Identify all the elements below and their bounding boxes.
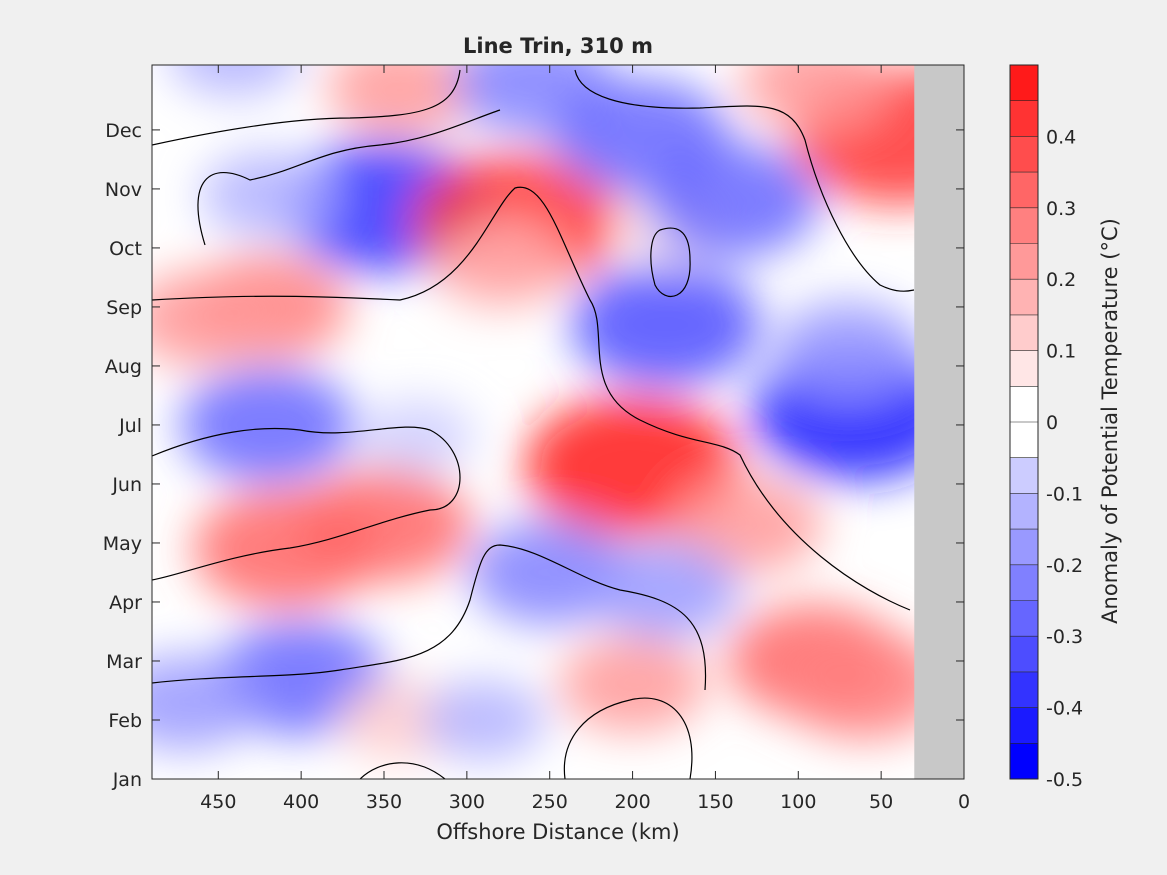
colorbar-swatch: [1010, 350, 1038, 387]
colorbar-tick-label: 0.4: [1046, 126, 1076, 148]
x-tick-label: 200: [614, 791, 650, 813]
colorbar-swatch: [1010, 386, 1038, 422]
anomaly-patch: [674, 477, 823, 574]
colorbar-swatch: [1010, 743, 1038, 779]
colorbar-swatch: [1010, 243, 1038, 280]
y-tick-label: Nov: [105, 179, 142, 201]
colorbar-swatch: [1010, 279, 1038, 315]
colorbar-tick-label: 0.1: [1046, 341, 1076, 363]
colorbar-tick-label: -0.5: [1046, 769, 1083, 791]
anomaly-patch: [644, 143, 820, 258]
colorbar-tick-label: 0: [1046, 412, 1058, 434]
colorbar-tick-label: -0.2: [1046, 555, 1083, 577]
colorbar-tick-label: -0.4: [1046, 698, 1083, 720]
x-tick-label: 0: [958, 791, 970, 813]
colorbar-swatch: [1010, 671, 1038, 708]
y-tick-label: Feb: [108, 710, 142, 732]
anomaly-patch: [592, 542, 740, 639]
anomaly-patch: [296, 468, 472, 583]
y-tick-label: Jan: [112, 769, 142, 791]
anomaly-patch: [420, 679, 546, 761]
anomaly-patch: [558, 636, 707, 733]
plot-area: [151, 64, 965, 780]
colorbar-swatch: [1010, 172, 1038, 208]
anomaly-patch: [741, 65, 889, 131]
colorbar-swatch: [1010, 314, 1038, 351]
zero-contour-line: [152, 426, 461, 581]
y-tick-label: Oct: [109, 238, 142, 260]
colorbar-swatch: [1010, 529, 1038, 565]
anomaly-patch: [152, 654, 259, 751]
colorbar-tick-label: -0.1: [1046, 483, 1083, 505]
x-tick-label: 350: [366, 791, 402, 813]
colorbar-swatch: [1010, 100, 1038, 137]
zero-contour-line: [574, 69, 915, 292]
y-tick-label: Dec: [105, 120, 142, 142]
anomaly-patch: [326, 65, 475, 137]
chart-title: Line Trin, 310 m: [463, 34, 653, 58]
zero-contour-lines: [152, 69, 915, 779]
y-tick-label: Sep: [106, 297, 142, 319]
zero-contour-line: [359, 762, 446, 779]
anomaly-patch: [779, 629, 950, 740]
colorbar-swatch: [1010, 136, 1038, 173]
anomaly-field: [152, 65, 964, 761]
colorbar-swatch: [1010, 207, 1038, 244]
zero-contour-line: [152, 69, 461, 146]
zero-contour-line: [152, 544, 707, 691]
colorbar-swatch: [1010, 493, 1038, 530]
anomaly-patch: [152, 270, 276, 367]
zero-contour-line: [650, 227, 691, 297]
anomaly-patch: [774, 300, 922, 397]
zero-contour-line: [197, 109, 501, 246]
anomaly-patch: [571, 263, 761, 387]
anomaly-patch: [201, 151, 335, 239]
y-tick-label: Jul: [118, 415, 142, 437]
x-tick-label: 50: [869, 791, 893, 813]
colorbar-label: Anomaly of Potential Temperature (°C): [1098, 218, 1122, 624]
x-tick-label: 450: [200, 791, 236, 813]
y-tick-label: May: [103, 533, 142, 555]
colorbar-frame: [1009, 64, 1039, 780]
anomaly-patch: [170, 65, 300, 97]
y-tick-label: Jun: [111, 474, 142, 496]
no-data-region: [914, 65, 964, 779]
anomaly-patch: [180, 367, 356, 482]
zero-contour-line: [152, 186, 911, 611]
y-axis: Jan Feb Mar Apr May Jun Jul Aug Sep Oct Nov Dec: [103, 120, 964, 791]
plot-frame: [151, 64, 965, 780]
colorbar-swatch: [1010, 564, 1038, 601]
anomaly-patch: [360, 399, 475, 474]
x-axis-label: Offshore Distance (km): [436, 820, 679, 844]
x-tick-label: 100: [780, 791, 816, 813]
x-tick-label: 400: [283, 791, 319, 813]
x-axis: 450 400 350 300 250 200 150 100 50 0: [200, 65, 970, 813]
y-tick-label: Aug: [105, 356, 142, 378]
colorbar-swatch: [1010, 600, 1038, 637]
colorbar-swatch: [1010, 65, 1038, 101]
anomaly-patch: [433, 222, 567, 310]
x-tick-label: 250: [532, 791, 568, 813]
zero-contour-line: [563, 697, 693, 779]
colorbar-swatch: [1010, 707, 1038, 744]
y-tick-label: Mar: [106, 651, 142, 673]
colorbar-swatch: [1010, 457, 1038, 494]
colorbar-tick-label: -0.3: [1046, 626, 1083, 648]
x-tick-label: 150: [697, 791, 733, 813]
colorbar-tick-label: 0.3: [1046, 198, 1076, 220]
x-tick-label: 300: [449, 791, 485, 813]
y-tick-label: Apr: [109, 592, 142, 614]
colorbar-swatch: [1010, 636, 1038, 672]
colorbar-tick-label: 0.2: [1046, 269, 1076, 291]
colorbar-swatch: [1010, 422, 1038, 458]
colorbar: 0.4 0.3 0.2 0.1 0 -0.1 -0.2 -0.3 -0.4 -0.5: [1009, 64, 1083, 791]
